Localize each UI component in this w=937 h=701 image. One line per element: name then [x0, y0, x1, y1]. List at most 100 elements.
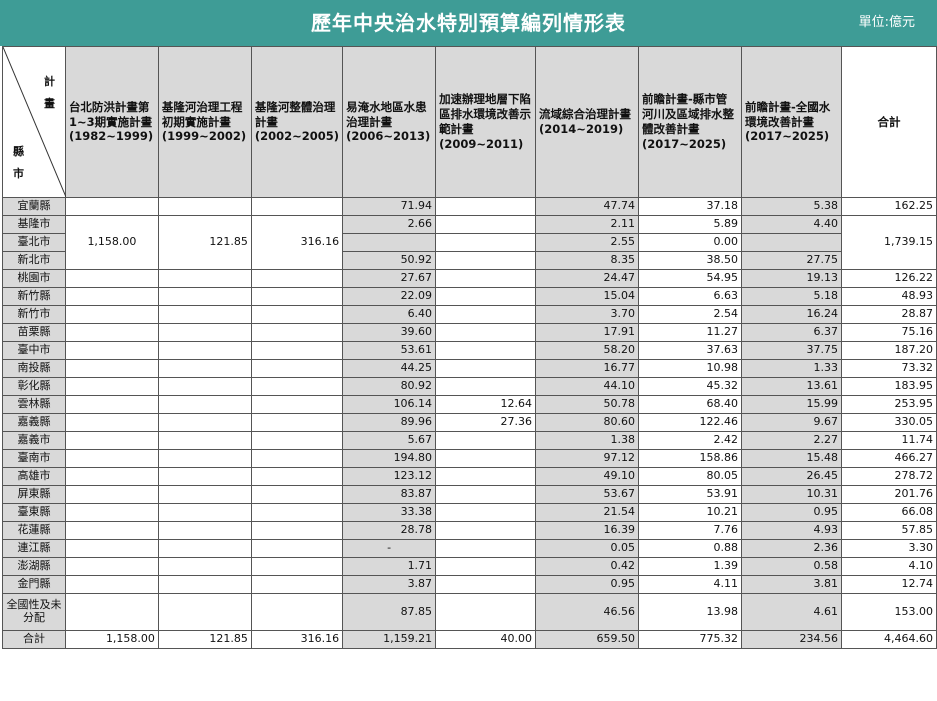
county-river-cell: 4.11	[638, 575, 743, 594]
county-cell: 宜蘭縣	[2, 197, 66, 216]
merged-keelung-overall-cell: 316.16	[250, 215, 344, 270]
water-env-cell: 27.75	[741, 251, 842, 270]
water-env-cell: 15.99	[741, 395, 842, 414]
empty-cell	[64, 359, 159, 378]
county-cell: 嘉義縣	[2, 413, 66, 432]
empty-cell	[64, 485, 159, 504]
water-env-cell: 9.67	[741, 413, 842, 432]
county-cell: 雲林縣	[2, 395, 66, 414]
empty-cell	[157, 449, 252, 468]
basin-cell: 2.55	[535, 233, 640, 252]
flood-cell: 106.14	[342, 395, 437, 414]
subsidence-cell	[435, 431, 537, 450]
county-river-cell: 37.18	[638, 197, 743, 216]
total-cell: 66.08	[841, 503, 937, 522]
total-cell: 12.74	[841, 575, 937, 594]
basin-cell: 80.60	[535, 413, 640, 432]
basin-cell: 8.35	[535, 251, 640, 270]
empty-cell	[250, 539, 344, 558]
empty-cell	[64, 467, 159, 486]
flood-cell: 28.78	[342, 521, 437, 540]
flood-cell: 83.87	[342, 485, 437, 504]
flood-cell: 44.25	[342, 359, 437, 378]
empty-cell	[64, 521, 159, 540]
merged-keelung-initial-cell: 121.85	[157, 215, 252, 270]
merged-taipei-flood-cell: 1,158.00	[64, 215, 159, 270]
water-env-cell: 2.36	[741, 539, 842, 558]
subsidence-cell	[435, 341, 537, 360]
empty-cell	[157, 557, 252, 576]
empty-cell	[64, 305, 159, 324]
empty-cell	[64, 575, 159, 594]
subsidence-cell	[435, 377, 537, 396]
corner-diagonal	[3, 47, 66, 197]
county-cell: 桃園市	[2, 269, 66, 288]
flood-cell: 50.92	[342, 251, 437, 270]
empty-cell	[157, 413, 252, 432]
table-row: 基隆市 1,158.00 121.85 316.16 2.66 2.11 5.8…	[2, 215, 937, 270]
total-cell: 153.00	[841, 593, 937, 631]
flood-cell: -	[342, 539, 437, 558]
empty-cell	[250, 323, 344, 342]
empty-cell	[64, 431, 159, 450]
county-river-cell: 122.46	[638, 413, 743, 432]
county-river-cell: 45.32	[638, 377, 743, 396]
empty-cell	[250, 269, 344, 288]
county-river-cell: 38.50	[638, 251, 743, 270]
subsidence-cell	[435, 287, 537, 306]
budget-table: 計 畫 縣 市 台北防洪計畫第1~3期實施計畫(1982~1999) 基隆河治理…	[2, 46, 937, 649]
basin-cell: 17.91	[535, 323, 640, 342]
empty-cell	[250, 449, 344, 468]
col-header-total: 合計	[841, 46, 937, 198]
county-river-cell: 13.98	[638, 593, 743, 631]
total-cell: 253.95	[841, 395, 937, 414]
empty-cell	[64, 593, 159, 631]
water-env-cell: 3.81	[741, 575, 842, 594]
flood-cell: 33.38	[342, 503, 437, 522]
water-env-cell: 19.13	[741, 269, 842, 288]
table-row: 高雄市 123.12 49.10 80.05 26.45 278.72	[2, 467, 937, 486]
subsidence-cell	[435, 215, 537, 234]
table-row: 臺北市 2.55 0.00	[2, 233, 937, 252]
county-river-cell: 0.00	[638, 233, 743, 252]
county-cell: 苗栗縣	[2, 323, 66, 342]
county-cell: 花蓮縣	[2, 521, 66, 540]
subsidence-cell	[435, 359, 537, 378]
empty-cell	[157, 359, 252, 378]
flood-cell: 39.60	[342, 323, 437, 342]
basin-cell: 47.74	[535, 197, 640, 216]
basin-cell: 15.04	[535, 287, 640, 306]
table-row: 澎湖縣 1.71 0.42 1.39 0.58 4.10	[2, 557, 937, 576]
water-env-cell: 0.58	[741, 557, 842, 576]
basin-cell: 58.20	[535, 341, 640, 360]
flood-cell: 5.67	[342, 431, 437, 450]
basin-cell: 0.95	[535, 575, 640, 594]
empty-cell	[64, 539, 159, 558]
total-cell: 28.87	[841, 305, 937, 324]
subsidence-cell	[435, 233, 537, 252]
empty-cell	[157, 395, 252, 414]
county-cell: 金門縣	[2, 575, 66, 594]
empty-cell	[157, 377, 252, 396]
flood-cell: 71.94	[342, 197, 437, 216]
corner-label-plan-2: 畫	[43, 97, 55, 110]
county-cell: 新北市	[2, 251, 66, 270]
col-header-subsidence: 加速辦理地層下陷區排水環境改善示範計畫(2009~2011)	[435, 46, 537, 198]
table-row: 新竹市 6.40 3.70 2.54 16.24 28.87	[2, 305, 937, 324]
empty-cell	[250, 521, 344, 540]
flood-cell: 89.96	[342, 413, 437, 432]
empty-cell	[250, 341, 344, 360]
county-cell: 臺北市	[2, 233, 66, 252]
table-row: 苗栗縣 39.60 17.91 11.27 6.37 75.16	[2, 323, 937, 342]
basin-cell: 0.42	[535, 557, 640, 576]
empty-cell	[157, 593, 252, 631]
total-water-env: 234.56	[741, 630, 842, 649]
table-row: 臺東縣 33.38 21.54 10.21 0.95 66.08	[2, 503, 937, 522]
subsidence-cell	[435, 449, 537, 468]
water-env-cell: 10.31	[741, 485, 842, 504]
flood-cell: 87.85	[342, 593, 437, 631]
empty-cell	[250, 467, 344, 486]
county-cell: 基隆市	[2, 215, 66, 234]
county-river-cell: 53.91	[638, 485, 743, 504]
flood-cell	[342, 233, 437, 252]
